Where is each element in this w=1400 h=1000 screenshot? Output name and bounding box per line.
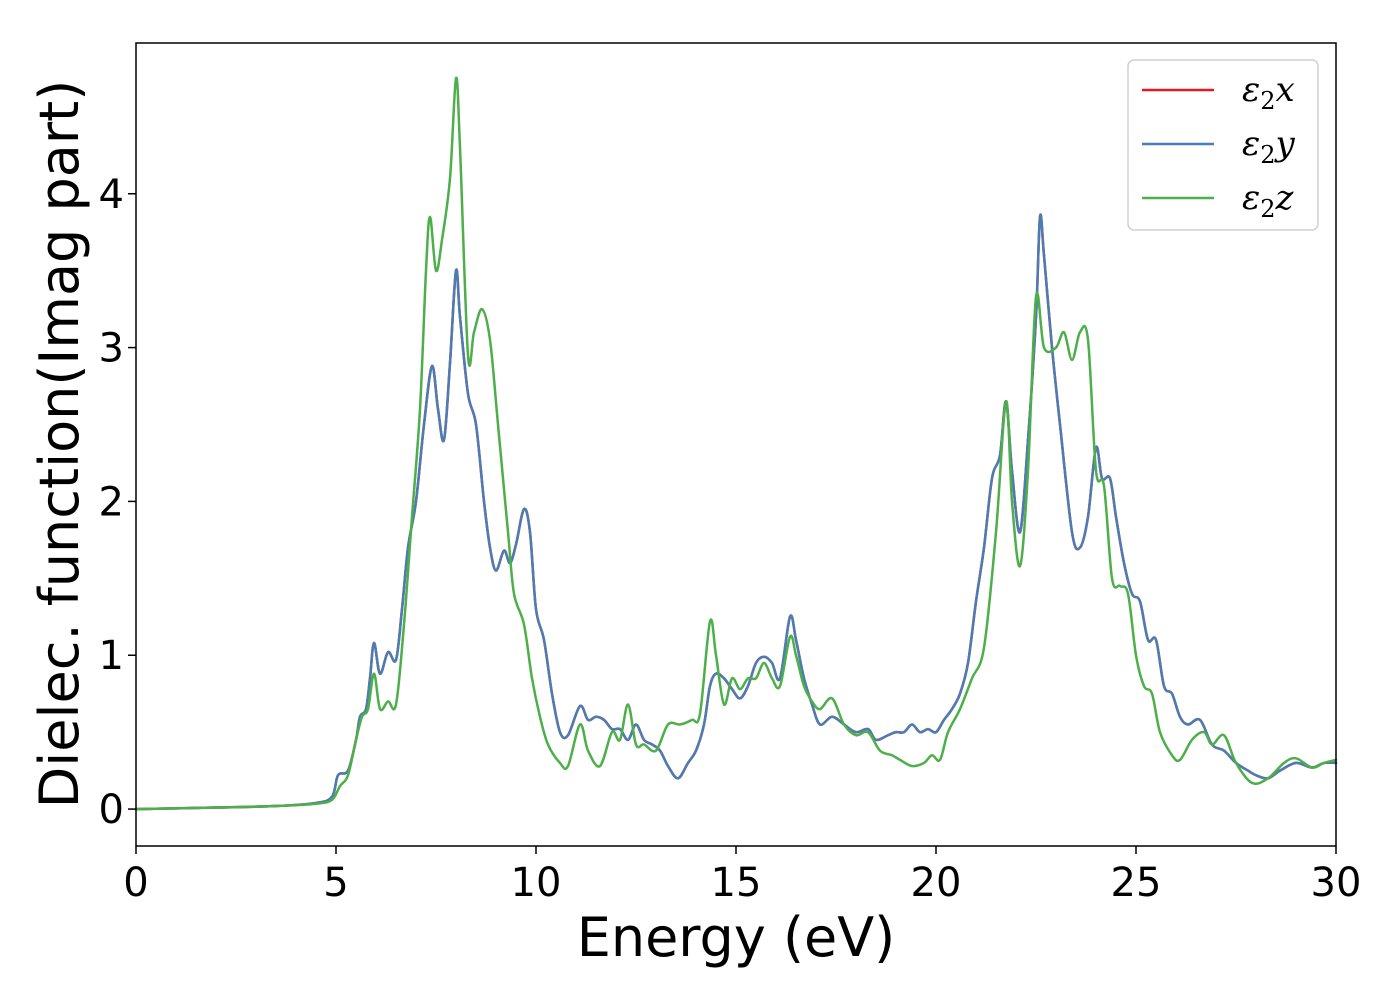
legend-label-2: ε2y [1242,124,1296,169]
legend-box [1127,59,1319,231]
y-tick-label: 2 [99,479,124,525]
y-tick-label: 0 [99,787,124,833]
y-tick-label: 1 [99,633,124,679]
x-tick-label: 5 [323,860,348,906]
plot-lines [134,76,1338,811]
series-line-3 [134,76,1338,811]
x-tick-label: 25 [1111,860,1162,906]
x-tick-label: 15 [711,860,762,906]
y-axis-label: Dielec. function(Imag part) [28,80,91,809]
x-tick-label: 20 [911,860,962,906]
y-tick-label: 4 [99,172,124,218]
x-axis-label: Energy (eV) [577,906,896,969]
series-line-2 [134,213,1338,811]
legend-label-1: ε2x [1242,70,1295,115]
x-tick-label: 0 [123,860,148,906]
x-tick-label: 10 [511,860,562,906]
legend-label-3: ε2z [1242,178,1295,223]
y-tick-label: 3 [99,326,124,372]
legend: ε2x ε2y ε2z [1127,59,1319,231]
y-axis-ticks: 0 1 2 3 4 [99,172,136,833]
x-tick-label: 30 [1311,860,1362,906]
x-axis-ticks: 0 5 10 15 20 25 30 [123,846,1361,906]
